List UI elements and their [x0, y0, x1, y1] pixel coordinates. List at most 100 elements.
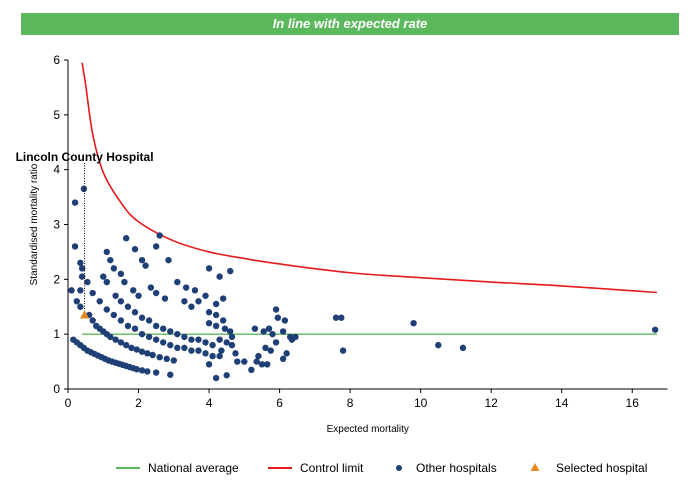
hospital-point	[182, 284, 190, 291]
hospital-point	[181, 298, 188, 305]
hospital-point	[212, 374, 220, 382]
hospital-point	[232, 350, 239, 357]
hospital-point	[152, 243, 160, 250]
x-tick-label: 2	[135, 396, 142, 410]
hospital-point	[227, 267, 234, 275]
hospital-point	[124, 303, 132, 310]
control-limit-line	[81, 62, 657, 294]
hospital-point	[131, 245, 139, 253]
hospital-point	[138, 348, 146, 355]
hospital-point	[265, 325, 273, 332]
hospital-point	[107, 256, 114, 264]
hospital-point	[241, 358, 248, 365]
x-tick-label: 12	[484, 396, 498, 410]
hospital-point	[149, 351, 156, 359]
hospital-point	[138, 367, 146, 374]
hospital-point	[274, 314, 282, 321]
hospital-point	[251, 325, 259, 332]
y-tick-label: 2	[53, 272, 60, 286]
hospital-point	[78, 265, 86, 272]
hospital-point	[286, 333, 294, 341]
hospital-point	[272, 306, 280, 313]
hospital-point	[131, 309, 139, 316]
selected-hospital-label: Lincoln County Hospital	[16, 150, 154, 164]
hospital-point	[338, 314, 345, 321]
hospital-point	[145, 333, 153, 341]
hospital-point	[138, 256, 146, 264]
hospital-point	[651, 326, 659, 333]
hospital-point	[260, 328, 267, 335]
hospital-point	[283, 350, 290, 357]
hospital-point	[188, 303, 195, 310]
x-tick-label: 10	[414, 396, 428, 410]
hospital-point	[202, 350, 209, 357]
hospital-point	[152, 289, 160, 297]
hospital-point	[145, 317, 153, 324]
hospital-point	[124, 322, 132, 330]
selected-hospital-marker	[80, 309, 90, 319]
hospital-point	[223, 372, 230, 379]
hospital-point	[435, 341, 442, 349]
hospital-point	[133, 366, 140, 373]
hospital-point	[138, 330, 146, 338]
hospital-point	[89, 289, 96, 297]
hospital-point	[272, 339, 280, 346]
hospital-point	[195, 298, 202, 305]
hospital-point	[248, 366, 255, 374]
legend-label: Control limit	[300, 461, 364, 475]
hospital-point	[133, 346, 140, 353]
hospital-point	[170, 357, 177, 364]
hospital-point	[131, 325, 139, 332]
hospital-point	[216, 352, 223, 360]
reference-lines	[81, 62, 657, 335]
hospital-point	[174, 330, 181, 338]
hospital-point	[107, 333, 114, 341]
hospital-point	[156, 232, 163, 239]
hospital-point	[188, 347, 195, 354]
hospital-point	[103, 248, 110, 256]
y-tick-label: 6	[53, 53, 60, 67]
legend-triangle-swatch	[530, 463, 540, 471]
hospital-point	[219, 317, 227, 324]
x-tick-label: 6	[276, 396, 283, 410]
hospital-point	[117, 339, 125, 346]
hospital-point	[96, 298, 103, 305]
hospital-point	[167, 371, 174, 378]
hospital-point	[77, 259, 84, 267]
hospital-point	[142, 262, 149, 269]
hospital-point	[130, 287, 137, 294]
hospital-point	[227, 328, 234, 335]
hospital-point	[117, 270, 125, 278]
x-ticks: 0 2 4 6 8 10 12 14 16	[65, 389, 639, 410]
hospital-point	[269, 330, 276, 338]
selected-hospital-marker-group: Lincoln County Hospital	[16, 150, 154, 319]
hospital-point	[264, 361, 271, 368]
hospital-point	[216, 336, 223, 343]
hospital-point	[128, 344, 135, 352]
hospital-point	[216, 273, 223, 280]
hospital-point	[152, 369, 160, 376]
hospital-point	[267, 347, 274, 354]
hospital-point	[181, 344, 188, 352]
hospital-point	[167, 328, 174, 335]
hospital-point	[174, 344, 181, 352]
hospital-point	[163, 355, 170, 363]
hospital-point	[122, 235, 130, 242]
y-tick-label: 4	[53, 163, 60, 177]
hospital-point	[144, 368, 151, 375]
hospital-point	[339, 347, 347, 354]
hospital-points	[68, 185, 659, 382]
y-tick-label: 1	[53, 327, 60, 341]
hospital-point	[279, 355, 287, 363]
hospital-point	[144, 350, 151, 357]
hospital-point	[112, 336, 119, 343]
legend-circle-swatch	[396, 465, 402, 471]
hospital-point	[181, 333, 188, 341]
hospital-point	[188, 336, 195, 343]
hospital-point	[202, 339, 209, 346]
legend-label: Other hospitals	[416, 461, 497, 475]
hospital-point	[110, 311, 118, 319]
hospital-point	[212, 322, 220, 330]
hospital-point	[219, 295, 227, 302]
